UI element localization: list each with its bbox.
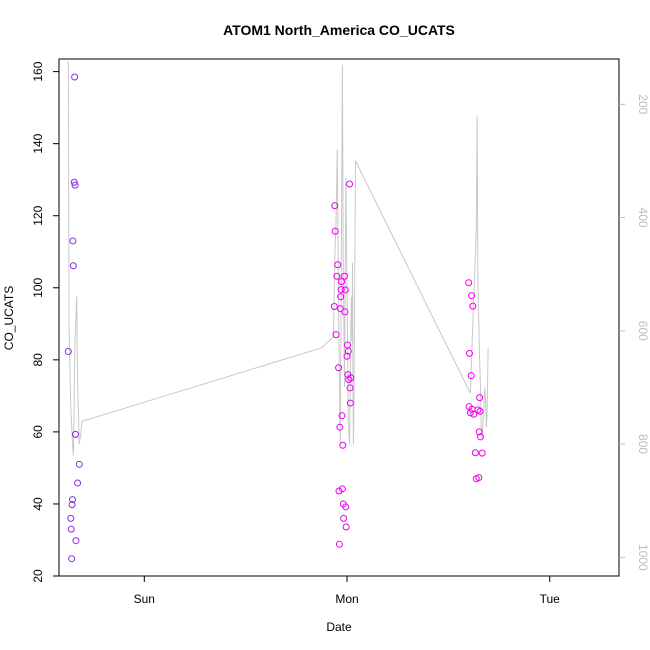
y-axis-label: CO_UCATS: [2, 286, 16, 350]
data-point: [475, 428, 483, 436]
data-point: [476, 394, 484, 402]
data-point: [345, 376, 353, 384]
data-point: [474, 406, 482, 414]
data-point: [71, 430, 79, 438]
data-point: [69, 496, 77, 504]
data-point: [469, 302, 477, 310]
data-point: [341, 286, 349, 294]
data-point: [72, 537, 80, 545]
data-point: [476, 433, 484, 441]
data-point: [331, 227, 339, 235]
data-point: [337, 286, 345, 294]
x-tick-label: Sun: [134, 592, 155, 606]
pressure-line: [67, 61, 489, 456]
data-point: [333, 272, 341, 280]
data-point: [64, 348, 72, 356]
pressure-line-layer: [67, 61, 489, 456]
data-point: [340, 272, 348, 280]
y-tick-label: 140: [31, 133, 45, 153]
points-layer: [64, 73, 486, 563]
y-tick-label: 120: [31, 205, 45, 225]
data-point: [341, 308, 349, 316]
y2-tick-label: 600: [636, 321, 650, 341]
data-point: [346, 180, 354, 188]
x-axis-label: Date: [326, 620, 352, 634]
data-point: [471, 449, 479, 457]
data-point: [69, 262, 77, 270]
data-point: [332, 331, 340, 339]
y-tick-label: 100: [31, 277, 45, 297]
x-tick-label: Mon: [335, 592, 358, 606]
data-point: [331, 202, 339, 210]
data-point: [74, 479, 82, 487]
y2-tick-label: 1000: [636, 544, 650, 571]
y2-tick-label: 400: [636, 208, 650, 228]
y-tick-label: 80: [31, 353, 45, 367]
y-tick-label: 40: [31, 497, 45, 511]
data-point: [339, 441, 347, 449]
data-point: [335, 364, 343, 372]
data-point: [340, 514, 348, 522]
data-point: [470, 410, 478, 418]
data-point: [476, 407, 484, 415]
data-point: [335, 540, 343, 548]
data-point: [466, 409, 474, 417]
data-point: [67, 514, 75, 522]
data-point: [346, 384, 354, 392]
x-tick-label: Tue: [540, 592, 561, 606]
data-point: [343, 352, 351, 360]
data-point: [68, 555, 76, 563]
data-point: [338, 485, 346, 493]
data-point: [69, 237, 77, 245]
y2-tick-label: 200: [636, 94, 650, 114]
data-point: [337, 293, 345, 301]
data-point: [70, 178, 78, 186]
data-point: [68, 501, 76, 509]
plot-frame: [58, 58, 620, 577]
data-point: [71, 73, 79, 81]
data-point: [342, 523, 350, 531]
data-point: [465, 279, 473, 287]
data-point: [338, 412, 346, 420]
data-point: [67, 525, 75, 533]
data-point: [75, 460, 83, 468]
data-point: [468, 292, 476, 300]
data-point: [338, 278, 346, 286]
data-point: [478, 449, 486, 457]
chart-title: ATOM1 North_America CO_UCATS: [223, 22, 455, 38]
data-point: [330, 303, 338, 311]
data-point: [475, 474, 483, 482]
y-tick-label: 60: [31, 425, 45, 439]
y2-tick-label: 800: [636, 434, 650, 454]
y-tick-label: 20: [31, 569, 45, 583]
data-point: [465, 349, 473, 357]
data-point: [336, 305, 344, 313]
data-point: [346, 399, 354, 407]
data-point: [344, 347, 352, 355]
data-point: [342, 503, 350, 511]
y-tick-label: 160: [31, 61, 45, 81]
axis-layer: Sun Mon Tue 20 40 60 80 100 120 140 160 200 400 600 80…: [31, 61, 650, 606]
data-point: [334, 261, 342, 269]
data-point: [336, 423, 344, 431]
data-point: [71, 181, 79, 189]
data-point: [347, 374, 355, 382]
data-point: [467, 372, 475, 380]
